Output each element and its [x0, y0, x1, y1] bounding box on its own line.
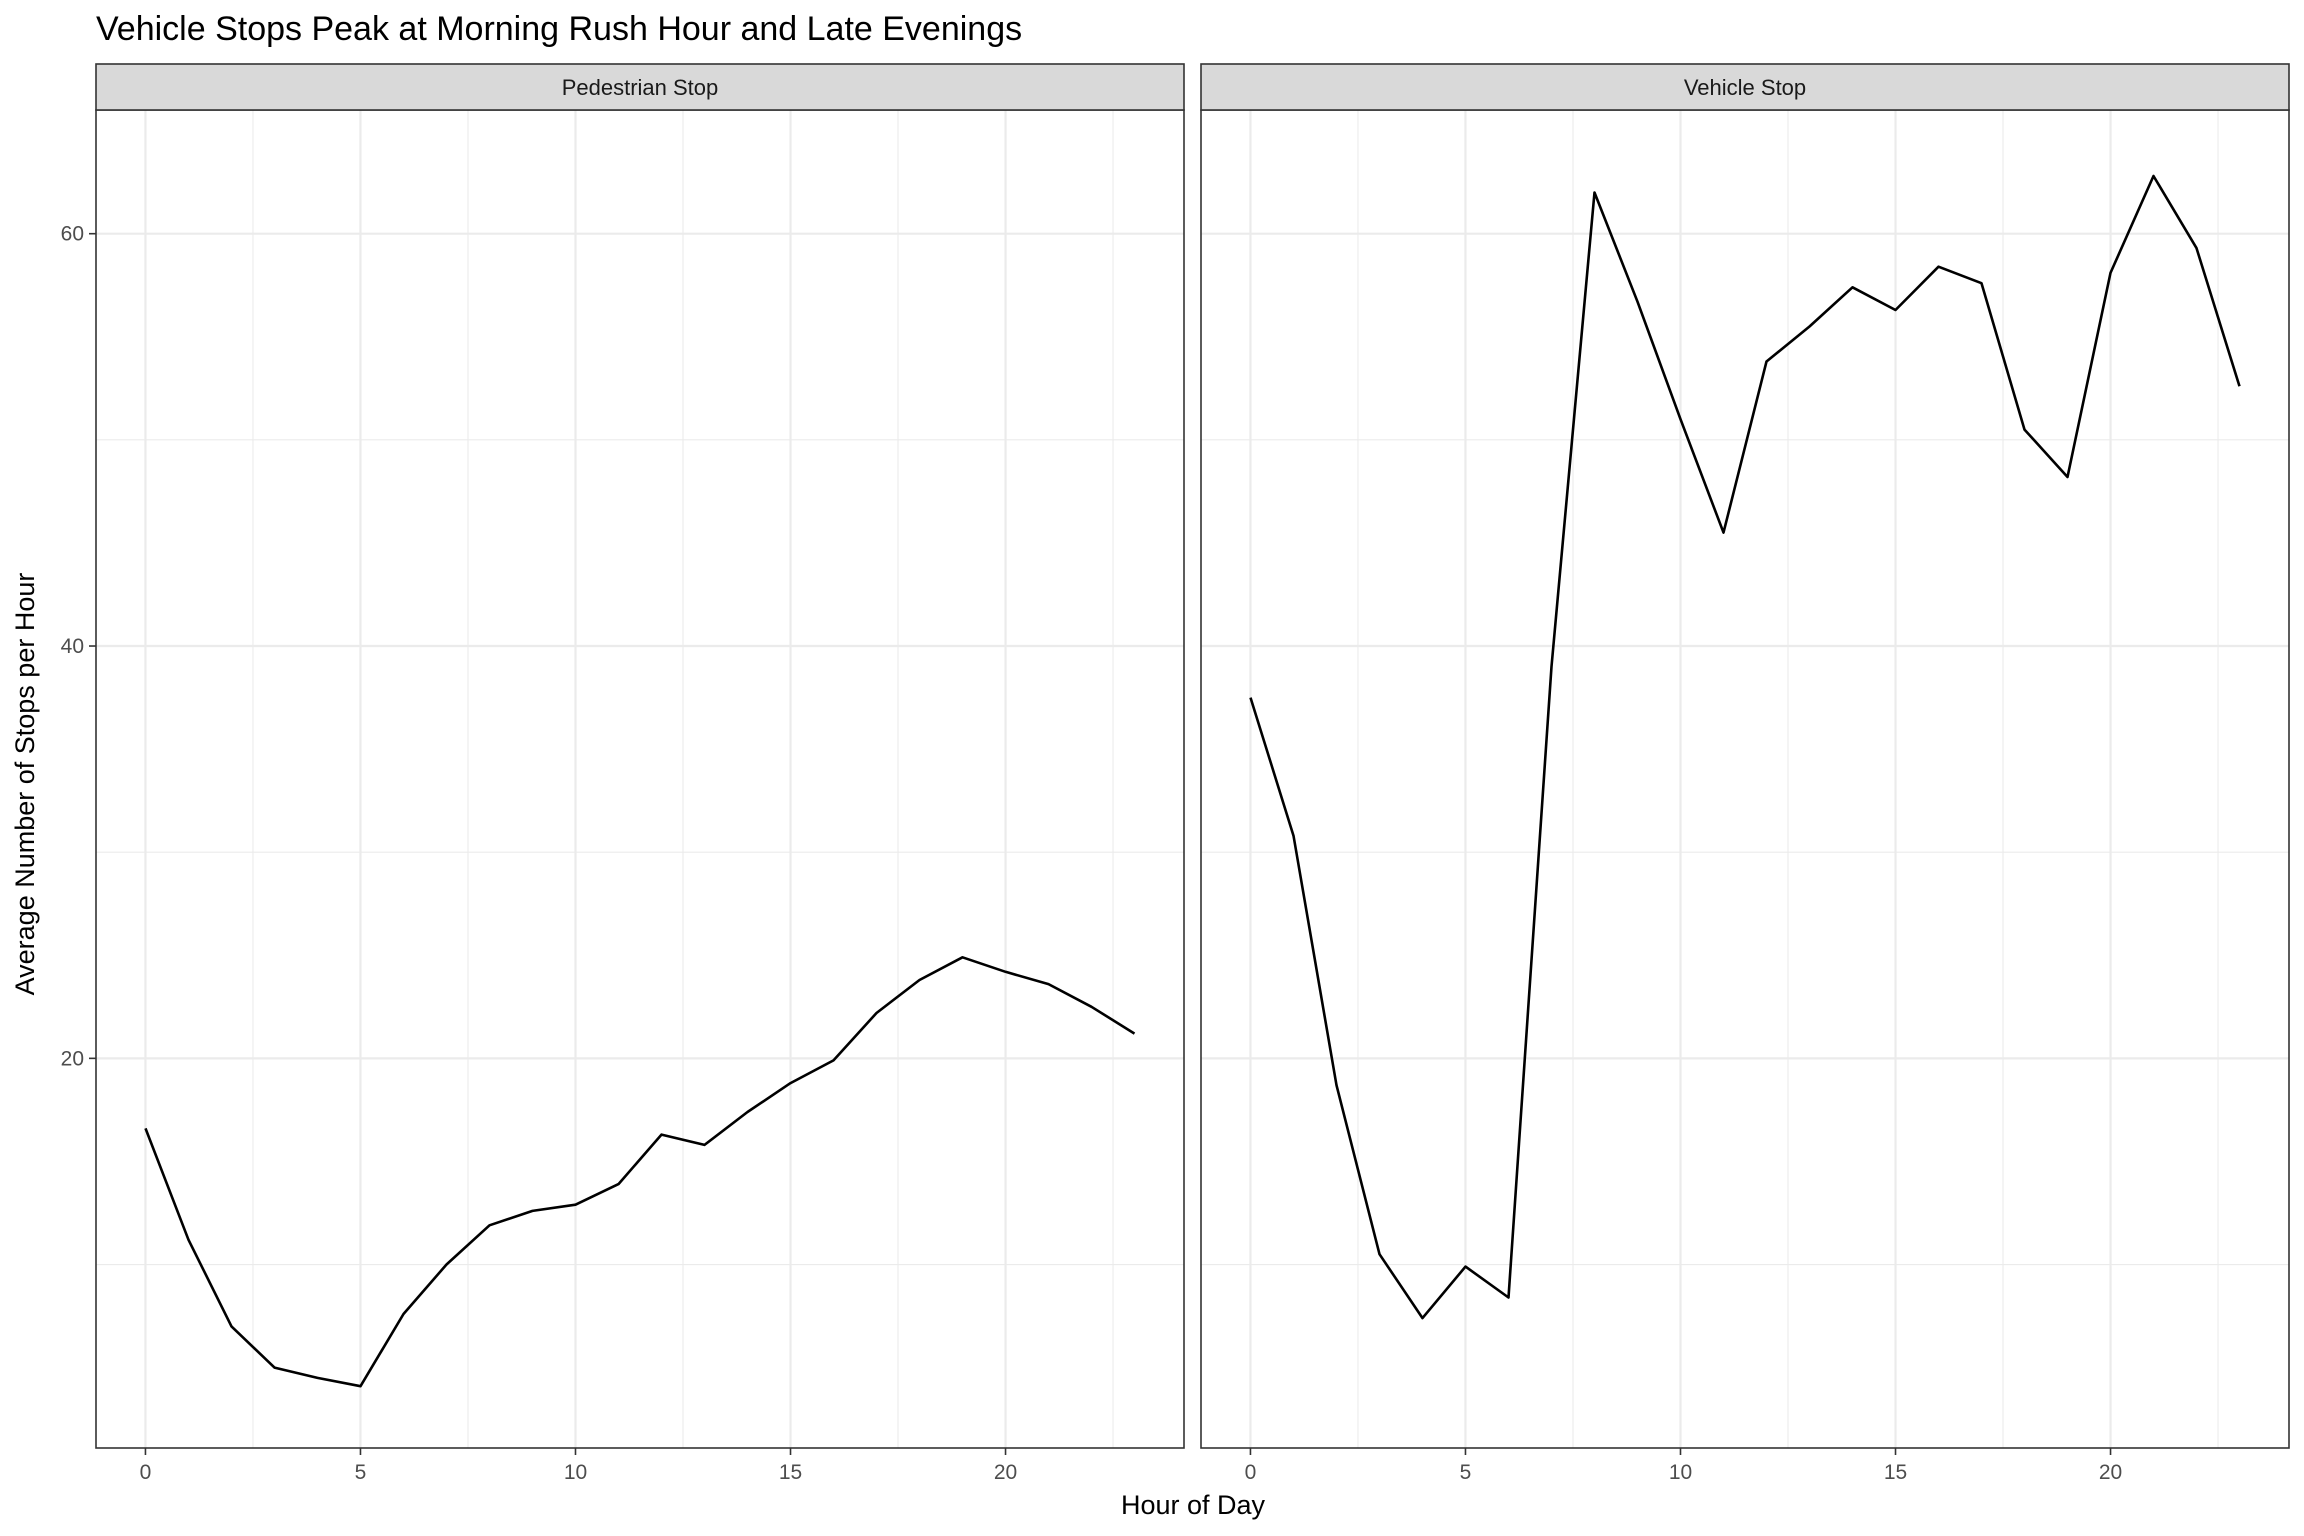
x-tick-label: 20	[2099, 1461, 2122, 1484]
y-tick-label: 40	[61, 635, 84, 658]
chart-title: Vehicle Stops Peak at Morning Rush Hour …	[96, 10, 1022, 48]
series-line-1	[1249, 174, 2241, 1320]
facet-panels: Pedestrian Stop 0 5 10 15 20 20 40 60 Vehicle Sto…	[61, 63, 2290, 1484]
x-tick-label: 0	[1245, 1461, 1257, 1484]
facet-strip-label: Pedestrian Stop	[562, 75, 719, 100]
facet-panel-0: Pedestrian Stop 0 5 10 15 20 20 40 60	[61, 63, 1185, 1484]
x-axis-title: Hour of Day	[1121, 1490, 1266, 1520]
x-tick-label: 5	[1460, 1461, 1472, 1484]
gridlines	[96, 110, 1184, 1448]
x-tick-label: 10	[1669, 1461, 1692, 1484]
gridlines	[1201, 110, 2289, 1448]
x-tick-label: 0	[140, 1461, 152, 1484]
facet-strip	[1200, 63, 2290, 111]
facet-strip	[95, 63, 1185, 111]
facet-panel-1: Vehicle Stop 0 5 10 15 20	[1200, 63, 2290, 1484]
panel-border	[95, 109, 1185, 1449]
y-axis-title: Average Number of Stops per Hour	[10, 573, 40, 996]
x-tick-label: 20	[994, 1461, 1017, 1484]
x-tick-label: 5	[355, 1461, 367, 1484]
x-tick-label: 15	[1884, 1461, 1907, 1484]
panel-border	[1200, 109, 2290, 1449]
series-line-0	[144, 955, 1136, 1388]
y-tick-label: 20	[61, 1047, 84, 1070]
x-tick-label: 10	[564, 1461, 587, 1484]
x-tick-label: 15	[779, 1461, 802, 1484]
facet-strip-label: Vehicle Stop	[1684, 75, 1806, 100]
y-tick-label: 60	[61, 223, 84, 246]
